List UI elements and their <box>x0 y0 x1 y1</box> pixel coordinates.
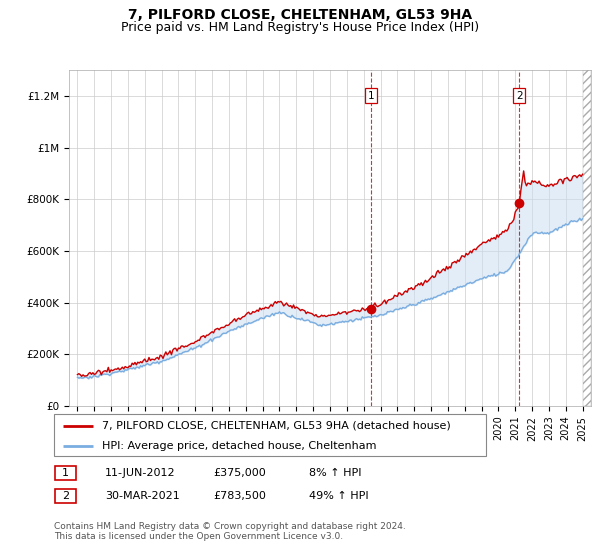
Text: £375,000: £375,000 <box>213 468 266 478</box>
Text: Price paid vs. HM Land Registry's House Price Index (HPI): Price paid vs. HM Land Registry's House … <box>121 21 479 34</box>
Text: HPI: Average price, detached house, Cheltenham: HPI: Average price, detached house, Chel… <box>101 441 376 451</box>
Text: 1: 1 <box>62 468 69 478</box>
Text: 49% ↑ HPI: 49% ↑ HPI <box>309 491 368 501</box>
Text: 11-JUN-2012: 11-JUN-2012 <box>105 468 176 478</box>
Text: 2: 2 <box>62 491 69 501</box>
Text: Contains HM Land Registry data © Crown copyright and database right 2024.
This d: Contains HM Land Registry data © Crown c… <box>54 522 406 542</box>
FancyBboxPatch shape <box>55 466 76 480</box>
FancyBboxPatch shape <box>54 414 486 456</box>
Text: 8% ↑ HPI: 8% ↑ HPI <box>309 468 361 478</box>
Text: 7, PILFORD CLOSE, CHELTENHAM, GL53 9HA: 7, PILFORD CLOSE, CHELTENHAM, GL53 9HA <box>128 8 472 22</box>
FancyBboxPatch shape <box>55 488 76 503</box>
Text: 30-MAR-2021: 30-MAR-2021 <box>105 491 180 501</box>
Text: 7, PILFORD CLOSE, CHELTENHAM, GL53 9HA (detached house): 7, PILFORD CLOSE, CHELTENHAM, GL53 9HA (… <box>101 421 450 431</box>
Text: 2: 2 <box>516 91 523 101</box>
Text: £783,500: £783,500 <box>213 491 266 501</box>
Text: 1: 1 <box>368 91 374 101</box>
